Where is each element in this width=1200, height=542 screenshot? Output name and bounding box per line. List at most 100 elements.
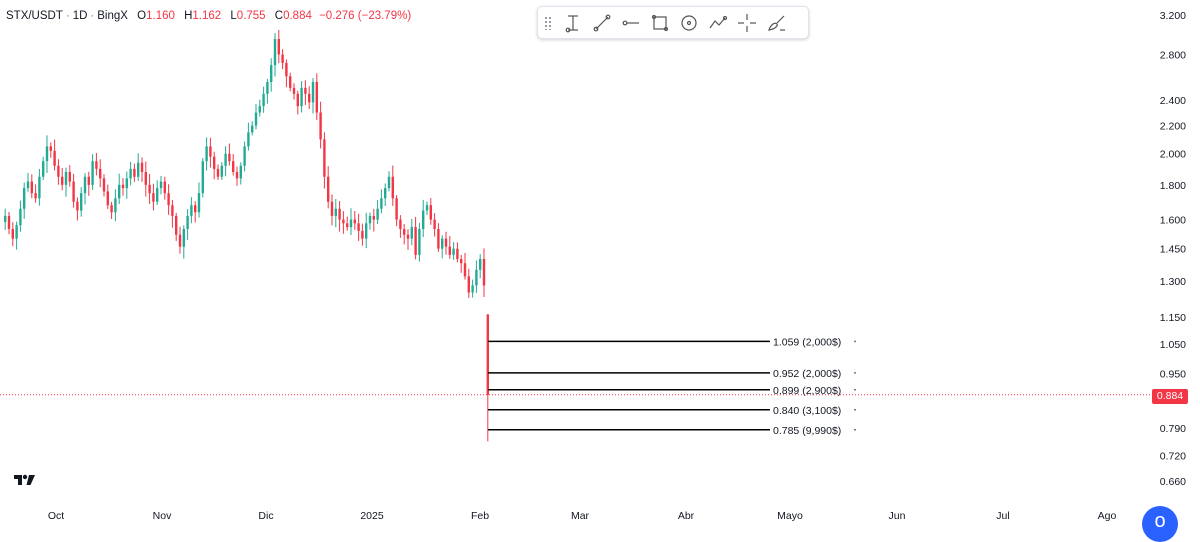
- candle-body: [422, 210, 425, 229]
- candle-body: [456, 248, 459, 260]
- candle-body: [281, 54, 284, 63]
- brush-icon[interactable]: [761, 8, 790, 37]
- price-tick-label: 0.660: [1160, 476, 1186, 488]
- order-level-label: 0.840 (3,100$): [773, 405, 841, 417]
- last-price-label: 0.884: [1152, 389, 1188, 404]
- candle-body: [429, 205, 432, 220]
- candle-body: [414, 227, 417, 255]
- candle-body: [289, 76, 292, 88]
- chart-legend-header: STX/USDT · 1D · BingX O1.160 H1.162 L0.755 C…: [6, 10, 412, 22]
- order-level-label: 0.785 (9,990$): [773, 425, 841, 437]
- candle-body: [452, 248, 455, 255]
- candle-body: [80, 193, 83, 211]
- candle-body: [38, 176, 41, 199]
- price-tick-label: 2.200: [1160, 121, 1186, 133]
- candle-body: [482, 259, 486, 286]
- interval[interactable]: 1D: [72, 10, 88, 22]
- candle-body: [4, 215, 7, 222]
- candle-body: [19, 208, 22, 226]
- candle-body: [479, 259, 482, 270]
- candle-body: [254, 112, 258, 126]
- exchange-name: BingX: [97, 10, 128, 22]
- order-level-dot: [854, 408, 856, 411]
- symbol-name[interactable]: STX/USDT: [6, 10, 63, 22]
- candle-body: [68, 172, 71, 182]
- candle-body: [323, 139, 326, 177]
- candle-body: [137, 162, 140, 177]
- candle-body: [57, 165, 60, 177]
- close-value: 0.884: [283, 10, 312, 22]
- candle-body: [444, 238, 448, 247]
- crosshair-icon[interactable]: [732, 8, 761, 37]
- candle-body: [156, 188, 159, 202]
- grip-handle[interactable]: [544, 15, 552, 30]
- candle-body: [201, 161, 204, 194]
- candle-body: [11, 228, 14, 239]
- candle-body: [353, 219, 356, 224]
- rectangle-icon[interactable]: [645, 8, 674, 37]
- order-level-label: 1.059 (2,000$): [773, 336, 841, 348]
- candle-body: [460, 259, 463, 264]
- path-icon[interactable]: [703, 8, 732, 37]
- candle-body: [76, 201, 79, 211]
- time-tick-label: Dic: [258, 510, 273, 522]
- candle-body: [334, 208, 337, 216]
- candle-body: [34, 193, 37, 199]
- change-value: −0.276 (−23.79%): [319, 10, 412, 22]
- price-tick-label: 3.200: [1160, 10, 1186, 22]
- time-tick-label: Abr: [678, 510, 695, 522]
- candle-body: [463, 263, 467, 277]
- trend-angle-icon[interactable]: [558, 8, 587, 37]
- circle-icon[interactable]: [674, 8, 703, 37]
- order-level-dot: [854, 428, 856, 431]
- drawing-toolbar: [537, 6, 809, 39]
- price-tick-label: 0.950: [1160, 368, 1186, 380]
- time-tick-label: Mar: [571, 510, 590, 522]
- price-tick-label: 1.600: [1160, 215, 1186, 227]
- price-axis[interactable]: 3.200 2.800 2.400 2.200 2.000 1.800 1.600 1.450…: [1160, 10, 1186, 488]
- candle-body: [437, 228, 440, 249]
- candle-body: [205, 146, 208, 162]
- price-tick-label: 1.300: [1160, 276, 1186, 288]
- avatar[interactable]: o: [1142, 506, 1178, 542]
- order-level-dot: [854, 388, 856, 391]
- candle-body: [213, 156, 216, 169]
- candle-body: [87, 176, 90, 185]
- time-tick-label: Ago: [1098, 510, 1117, 522]
- price-tick-label: 1.450: [1160, 244, 1186, 256]
- time-axis[interactable]: Oct Nov Dic 2025 Feb Mar Abr Mayo Jun Jul Ago: [48, 510, 1117, 522]
- candle-body: [327, 176, 330, 202]
- candle-body: [216, 168, 220, 177]
- horizontal-ray-icon[interactable]: [616, 8, 645, 37]
- candle-body: [258, 106, 261, 113]
- candle-body: [486, 314, 489, 395]
- candle-body: [23, 188, 26, 209]
- candle-body: [311, 82, 315, 103]
- order-level-label: 0.952 (2,000$): [773, 368, 841, 380]
- candle-body: [372, 215, 375, 220]
- trend-line-icon[interactable]: [587, 8, 616, 37]
- price-chart[interactable]: 1.059 (2,000$) 0.952 (2,000$) 0.899 (2,900…: [0, 0, 1200, 526]
- candle-body: [391, 176, 394, 199]
- candle-body: [239, 165, 242, 179]
- candle-body: [361, 230, 364, 239]
- candle-body: [304, 87, 307, 94]
- candle-body: [349, 219, 353, 228]
- candle-body: [368, 215, 372, 224]
- candle-body: [118, 184, 121, 199]
- candle-body: [197, 193, 201, 213]
- tradingview-logo-icon[interactable]: [12, 470, 38, 490]
- candle-body: [308, 93, 311, 103]
- candle-body: [30, 181, 33, 194]
- candle-body: [91, 161, 94, 185]
- candle-body: [114, 198, 117, 213]
- candle-body: [418, 228, 421, 255]
- open-label: O: [137, 10, 147, 22]
- candle-body: [300, 87, 303, 107]
- candle-body: [167, 193, 170, 206]
- low-label: L: [230, 10, 237, 22]
- candle-body: [220, 165, 223, 177]
- candle-body: [406, 234, 410, 239]
- candle-body: [247, 132, 250, 147]
- candle-body: [410, 227, 413, 239]
